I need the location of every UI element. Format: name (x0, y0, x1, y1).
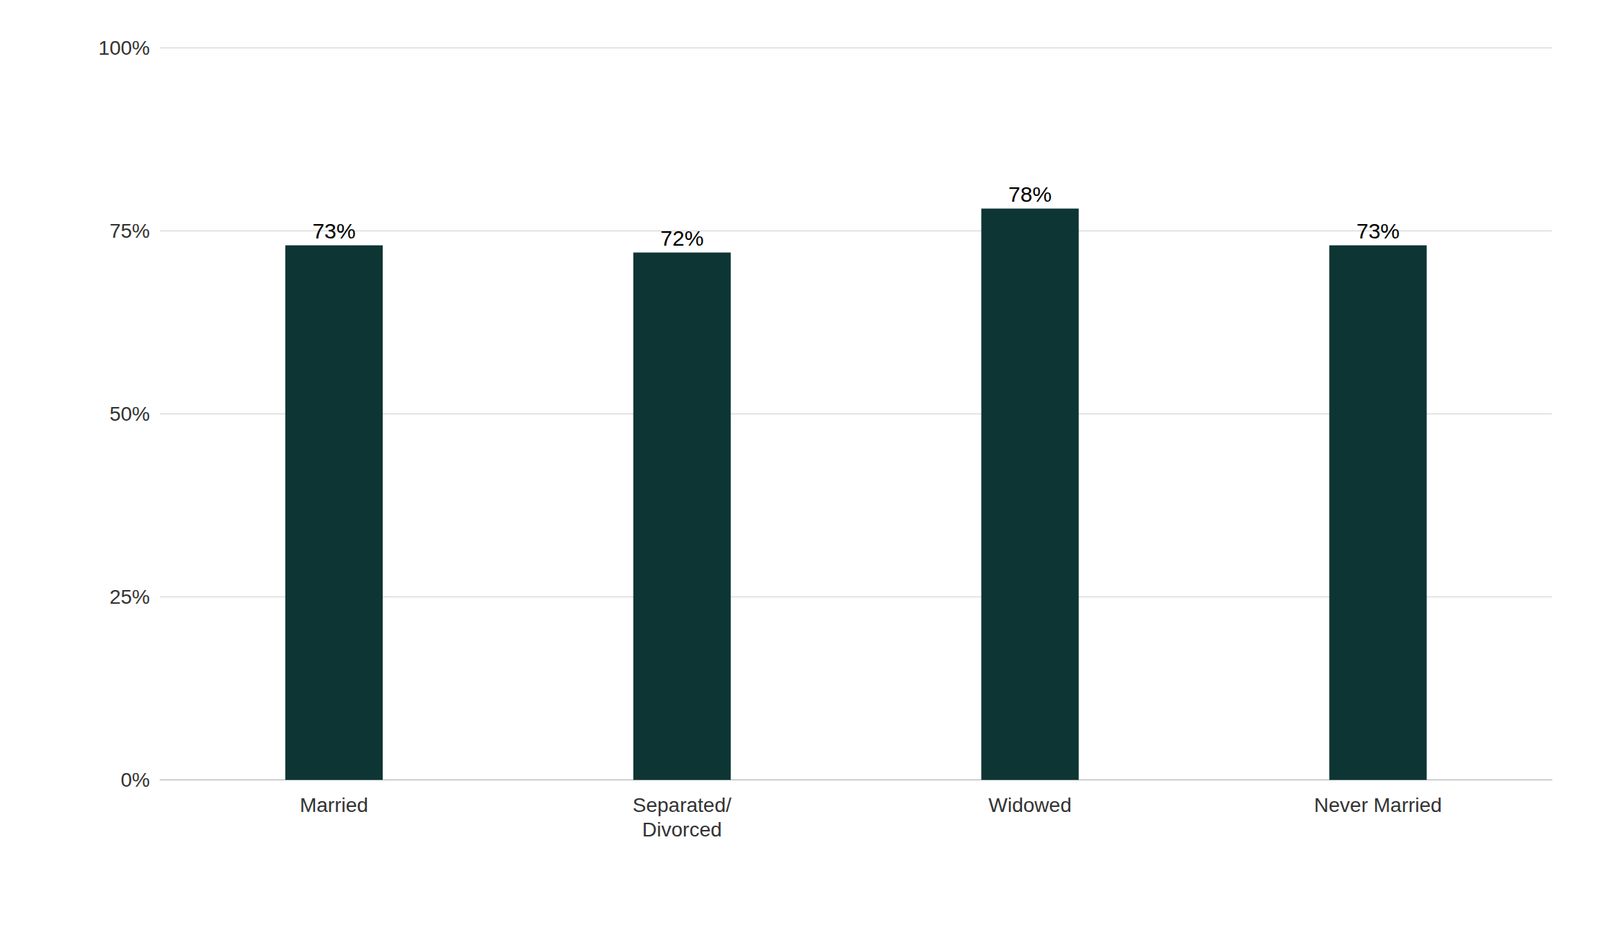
svg-text:72%: 72% (660, 226, 704, 251)
svg-text:50%: 50% (109, 402, 150, 426)
svg-text:Never Married: Never Married (1313, 794, 1442, 817)
svg-text:25%: 25% (109, 585, 150, 609)
svg-text:100%: 100% (98, 36, 150, 60)
svg-text:73%: 73% (1356, 219, 1400, 243)
svg-text:Married: Married (299, 794, 369, 817)
svg-text:75%: 75% (109, 219, 150, 243)
svg-text:78%: 78% (1008, 182, 1052, 207)
svg-text:Separated/: Separated/ (632, 794, 732, 817)
svg-text:0%: 0% (121, 769, 150, 792)
svg-text:73%: 73% (312, 219, 356, 243)
svg-text:Divorced: Divorced (642, 818, 722, 842)
svg-text:Widowed: Widowed (988, 794, 1072, 817)
